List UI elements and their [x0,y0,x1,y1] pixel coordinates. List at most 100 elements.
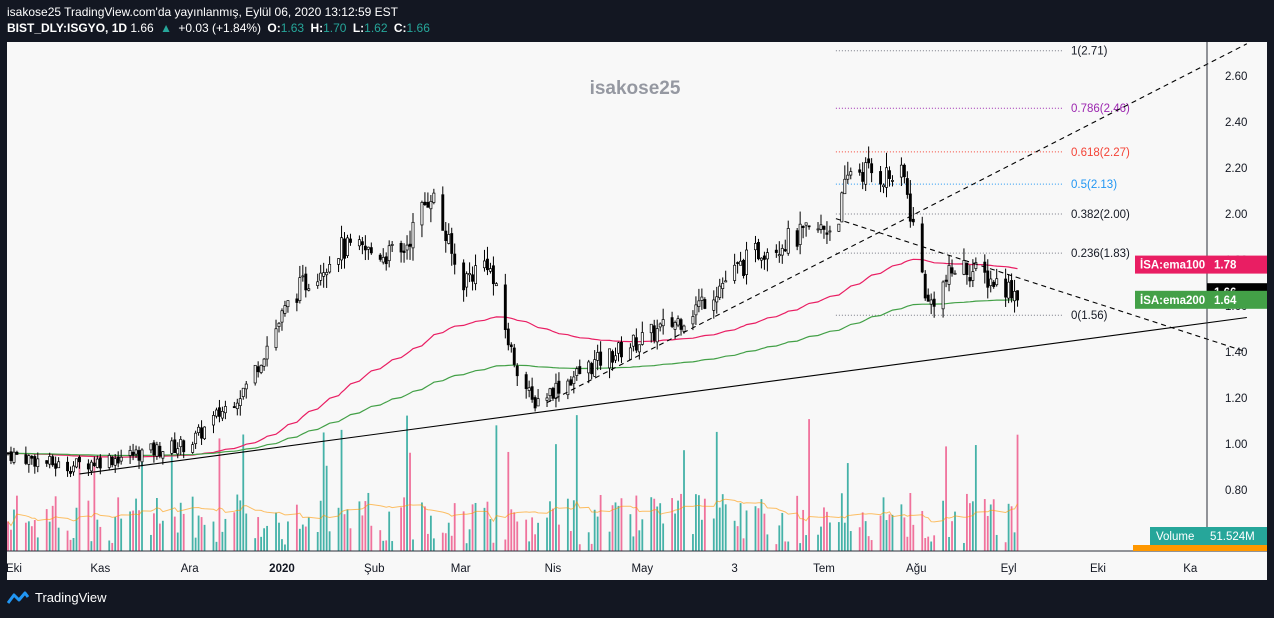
volume-bar [611,505,614,551]
volume-bar [242,434,245,551]
volume-bar [983,499,986,551]
candle [757,238,760,261]
candle [48,452,52,469]
candle-body [301,275,305,278]
volume-bar [745,510,748,551]
up-arrow-icon: ▲ [160,21,172,35]
volume-bar [10,529,12,551]
candle [357,235,361,251]
volume-bar [1004,542,1007,551]
candle [902,163,906,184]
candle-body [509,344,513,347]
candle-body [974,262,978,269]
candle [343,232,346,269]
volume-bar [24,522,27,551]
candle [759,257,763,269]
candle-body [465,273,469,288]
candle-body [116,456,120,464]
candle [983,254,987,284]
candle-body [587,361,591,374]
candle-body [363,245,367,251]
candle-body [640,332,644,345]
candle [78,455,81,469]
candle [867,146,871,169]
candle [474,254,477,291]
price-chart[interactable]: isakose25 1(2.71) 0.786(2.46) 0.618(2.27) 0… [6,42,1267,580]
volume-bar [802,509,805,551]
candle-body [923,273,927,299]
candle [51,454,55,467]
candle [86,459,90,477]
candle [488,262,492,274]
volume-bar [885,520,888,551]
candle-body [191,444,195,453]
candle [620,336,623,363]
candle [891,175,894,187]
volume-bar [823,507,825,551]
volume-bar [534,534,537,551]
close-label: C: [393,21,407,35]
candle [548,387,552,403]
volume-bar [671,498,673,551]
volume-bar [173,516,176,551]
volume-bar [888,514,891,551]
candle [405,235,409,260]
candle-body [378,254,382,260]
volume-bar [796,495,799,551]
chart-pane[interactable]: isakose25 1(2.71) 0.786(2.46) 0.618(2.27) 0… [6,42,1267,580]
candle-body [241,387,245,397]
candle [926,288,930,302]
candle-body [608,348,612,369]
candle [807,225,811,230]
candle-body [72,465,75,473]
candle-body [837,223,841,232]
candle [715,286,719,314]
candle [971,259,975,288]
candle-body [238,398,242,406]
volume-bar [492,542,495,551]
volume-bar [301,524,304,551]
footer-brand[interactable]: TradingView [7,590,107,605]
candle-body [286,300,290,308]
x-tick-label: Şub [364,563,384,575]
candle [149,443,153,454]
candle [322,262,326,288]
candle [545,393,549,407]
candle-body [265,345,269,360]
candle [307,283,311,292]
candle [587,359,591,384]
candle-body [736,262,740,264]
candle-body [512,347,516,365]
candle [721,277,725,299]
candle-body [676,318,680,326]
candle-body [825,232,829,235]
candle-body [349,238,352,243]
candle-body [965,262,969,275]
candle-body [232,406,236,409]
candle [369,242,373,255]
candle-body [408,243,412,247]
candle [491,256,495,296]
candle [694,296,698,325]
candle [54,456,58,477]
volume-bar [787,541,790,551]
candle-body [316,281,320,286]
candle [905,171,909,199]
volume-bar [156,498,158,551]
volume-bar [120,518,123,551]
volume-bar [489,519,492,551]
candle-body [48,456,52,465]
volume-bar [349,528,352,551]
candle-body [223,406,227,414]
candle-body [739,260,743,266]
candle [554,373,558,408]
volume-bar [16,495,18,551]
candle [235,398,239,416]
volume-bar [1010,506,1013,551]
ema100-name: İSA:ema100 [1140,259,1205,272]
volume-bar [275,512,277,551]
candle [947,254,951,292]
volume-badge [1150,527,1267,545]
candle-body [107,455,111,468]
candle [75,458,78,469]
